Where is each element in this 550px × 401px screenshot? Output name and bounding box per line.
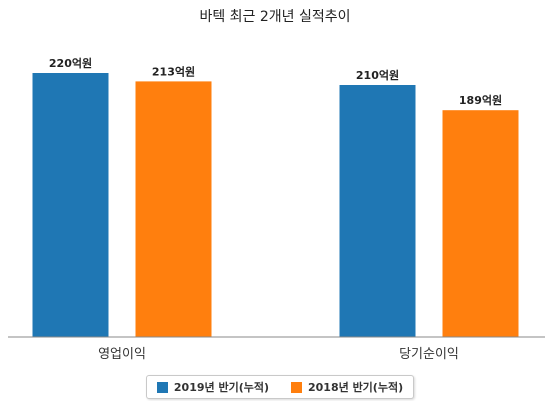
bars-group: 220억원 213억원 210억원 189억원 [32,56,519,338]
legend-item-2018[interactable]: 2018년 반기(누적) [291,379,403,395]
data-label-0-1: 213억원 [152,64,195,78]
data-label-1-1: 189억원 [459,93,502,107]
x-tick-label-0: 영업이익 [98,347,146,362]
legend-item-2019[interactable]: 2019년 반기(누적) [156,379,269,395]
data-label-1-0: 210억원 [356,68,399,82]
bar-0-1[interactable] [135,81,212,338]
data-label-0-0: 220억원 [49,56,92,70]
x-tick-labels: 영업이익 당기순이익 [98,347,459,362]
legend-swatch-2019 [156,381,168,393]
bar-1-1[interactable] [442,110,519,337]
bar-0-0[interactable] [32,73,109,337]
legend: 2019년 반기(누적) 2018년 반기(누적) [146,375,414,399]
bar-1-0[interactable] [339,85,416,337]
legend-label-2019: 2019년 반기(누적) [173,381,269,394]
x-tick-label-1: 당기순이익 [399,347,459,362]
legend-label-2018: 2018년 반기(누적) [308,381,404,394]
legend-swatch-2018 [291,381,302,393]
chart-title: 바텍 최근 2개년 실적추이 [199,9,350,25]
